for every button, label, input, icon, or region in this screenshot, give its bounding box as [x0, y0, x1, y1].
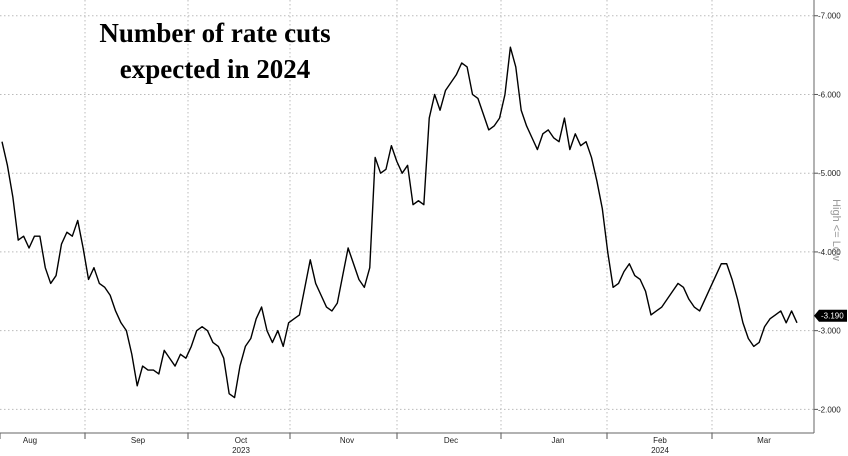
y-tick-label: -7.000 — [818, 12, 841, 21]
series-area — [1, 46, 798, 399]
y-tick-label: -6.000 — [818, 90, 841, 99]
x-year-label: 2024 — [651, 446, 669, 455]
last-value-box — [814, 309, 847, 322]
last-value-marker: -3.190 — [814, 309, 847, 322]
x-year-label: 2023 — [232, 446, 250, 455]
x-month-label: Nov — [340, 436, 354, 445]
y-tick-label: -4.000 — [818, 248, 841, 257]
grid — [0, 0, 814, 433]
side-label: High <= Low — [830, 199, 842, 261]
x-month-label: Mar — [757, 436, 771, 445]
chart-title: Number of rate cuts expected in 2024 — [99, 18, 330, 84]
y-tick-label: -5.000 — [818, 169, 841, 178]
series-line — [1, 46, 798, 399]
y-tick-label: -3.000 — [818, 327, 841, 336]
chart-title-line-2: expected in 2024 — [120, 54, 310, 84]
x-month-label: Sep — [131, 436, 146, 445]
last-value-label: -3.190 — [821, 312, 844, 321]
y-tick-label: -2.000 — [818, 405, 841, 414]
x-month-label: Aug — [23, 436, 37, 445]
x-month-label: Jan — [552, 436, 565, 445]
x-month-label: Feb — [653, 436, 667, 445]
x-month-label: Dec — [444, 436, 458, 445]
chart-title-line-1: Number of rate cuts — [99, 18, 330, 48]
x-month-label: Oct — [235, 436, 248, 445]
